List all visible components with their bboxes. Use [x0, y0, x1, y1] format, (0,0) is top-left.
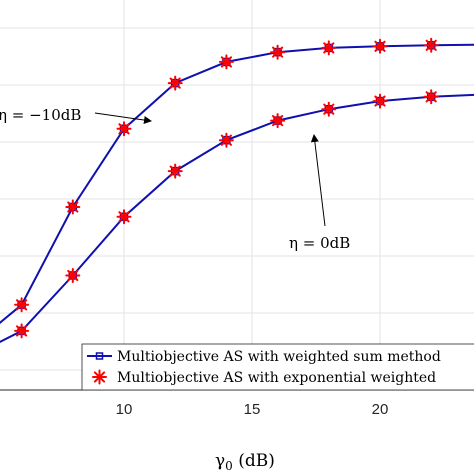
annotation-eta-0: η = 0dB: [289, 134, 350, 252]
marker-asterisk: [372, 93, 388, 109]
marker-asterisk: [65, 268, 81, 283]
legend-entry-weighted-sum: Multiobjective AS with weighted sum meth…: [87, 349, 441, 365]
legend-box: [81, 343, 474, 391]
series-line-weighted-sum-0: [0, 43, 474, 324]
marker-asterisk: [423, 89, 439, 105]
marker-asterisk: [218, 132, 234, 148]
legend-asterisk-marker: [92, 369, 107, 385]
marker-asterisk: [116, 121, 132, 137]
marker-asterisk: [270, 113, 286, 129]
x-ticks: 10 15 20: [116, 385, 389, 418]
legend-asterisk-glyph: [92, 369, 107, 385]
x-tick-label: 10: [116, 401, 133, 418]
marker-asterisk: [167, 75, 183, 91]
marker-asterisk: [14, 323, 30, 339]
marker-asterisk: [167, 163, 183, 179]
legend-label: Multiobjective AS with exponential weigh…: [117, 370, 436, 386]
x-axis-title: γ0 (dB): [215, 451, 275, 473]
series-curves: [0, 43, 474, 344]
marker-asterisk: [270, 44, 286, 60]
marker-asterisk: [423, 37, 439, 53]
annotation-arrow: [310, 134, 326, 227]
marker-asterisk: [218, 54, 234, 70]
legend-label: Multiobjective AS with weighted sum meth…: [117, 349, 441, 365]
marker-asterisk: [65, 199, 81, 215]
series-line-weighted-sum-1: [0, 93, 474, 344]
marker-asterisk: [321, 40, 337, 56]
annotation-label: η = 0dB: [289, 234, 350, 252]
annotation-label: η = −10dB: [0, 106, 81, 124]
annotation-arrow: [94, 112, 152, 124]
marker-asterisk: [321, 101, 337, 117]
annotation-eta-minus-10: η = −10dB: [0, 106, 152, 124]
legend: Multiobjective AS with weighted sum meth…: [81, 343, 474, 391]
x-tick-label: 15: [244, 401, 261, 418]
marker-asterisk: [116, 209, 132, 225]
grid: [0, 0, 474, 390]
series-markers: [14, 37, 439, 339]
x-tick-label: 20: [372, 401, 389, 418]
marker-asterisk: [14, 297, 30, 313]
marker-asterisk: [372, 38, 388, 54]
legend-entry-exponential: Multiobjective AS with exponential weigh…: [92, 369, 436, 386]
legend-square-marker: [95, 352, 104, 360]
